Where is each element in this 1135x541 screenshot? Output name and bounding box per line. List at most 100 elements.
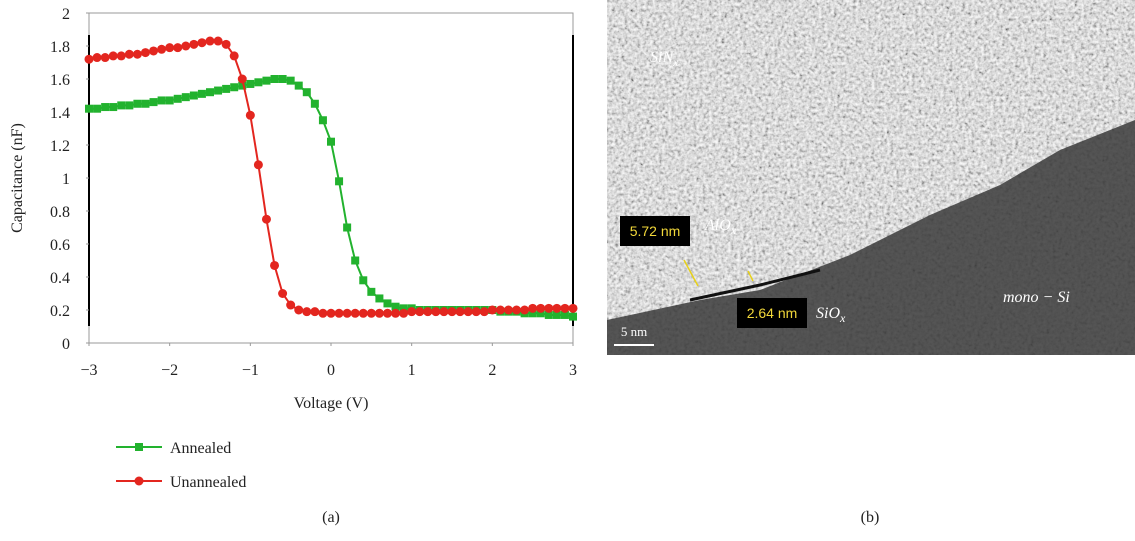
marker (149, 46, 158, 55)
marker (464, 307, 473, 316)
marker (456, 307, 465, 316)
marker (133, 100, 141, 108)
marker (295, 82, 303, 90)
marker (117, 101, 125, 109)
marker (279, 75, 287, 83)
marker (109, 51, 118, 60)
marker (472, 307, 481, 316)
plot-frame (89, 13, 573, 343)
measurement: 2.64 nm (747, 305, 798, 321)
marker (222, 85, 230, 93)
label-base: SiN (650, 49, 674, 66)
marker (271, 75, 279, 83)
scale-label: 5 nm (621, 324, 647, 339)
marker (359, 276, 367, 284)
y-tick-label: 1 (62, 171, 70, 188)
marker (544, 304, 553, 313)
marker (85, 105, 93, 113)
figure: 5.72 nm 2.64 nm SiNx AlOx SiOx mono − Si… (0, 0, 1135, 536)
y-tick-label: 0.2 (50, 303, 70, 320)
y-tick-label: 1.2 (50, 138, 70, 155)
marker (141, 100, 149, 108)
marker (302, 307, 311, 316)
marker (125, 50, 134, 59)
marker (287, 77, 295, 85)
marker (125, 101, 133, 109)
marker (496, 306, 505, 315)
caption: (b) (861, 509, 880, 526)
marker (135, 443, 143, 451)
marker (206, 37, 215, 46)
y-axis-label: Capacitance (nF) (9, 123, 26, 233)
marker (181, 42, 190, 51)
marker (294, 306, 303, 315)
marker (254, 160, 263, 169)
marker (488, 306, 497, 315)
page: 5.72 nm 2.64 nm SiNx AlOx SiOx mono − Si… (0, 0, 1135, 536)
marker (230, 51, 239, 60)
marker (318, 309, 327, 318)
marker (383, 309, 392, 318)
marker (303, 88, 311, 96)
marker (520, 306, 529, 315)
marker (182, 93, 190, 101)
marker (367, 288, 375, 296)
marker (367, 309, 376, 318)
y-tick-label: 1.8 (50, 39, 70, 56)
x-axis-label: Voltage (V) (294, 395, 369, 412)
marker (423, 307, 432, 316)
marker (351, 309, 360, 318)
marker (85, 55, 94, 64)
marker (343, 309, 352, 318)
y-tick-label: 1.4 (50, 105, 70, 122)
marker (399, 309, 408, 318)
x-tick-label: 0 (327, 362, 335, 379)
marker (214, 37, 223, 46)
marker (504, 306, 513, 315)
measurement: 5.72 nm (630, 223, 681, 239)
marker (375, 309, 384, 318)
marker (512, 306, 521, 315)
label-sub: x (839, 311, 846, 325)
marker (560, 304, 569, 313)
marker (190, 92, 198, 100)
marker (319, 116, 327, 124)
marker (117, 51, 126, 60)
series-line (89, 79, 573, 317)
marker (133, 50, 142, 59)
marker (109, 103, 117, 111)
label-sub: x (672, 55, 679, 69)
marker (480, 307, 489, 316)
marker (278, 289, 287, 298)
marker (166, 96, 174, 104)
marker (189, 40, 198, 49)
y-tick-label: 0.8 (50, 204, 70, 221)
x-tick-label: 2 (488, 362, 496, 379)
marker (448, 307, 457, 316)
x-tick-label: 1 (408, 362, 416, 379)
marker (214, 87, 222, 95)
marker (206, 88, 214, 96)
marker (383, 299, 391, 307)
marker (311, 100, 319, 108)
marker (569, 313, 577, 321)
y-tick-label: 0.6 (50, 237, 70, 254)
x-tick-label: 3 (569, 362, 577, 379)
marker (101, 103, 109, 111)
marker (528, 304, 537, 313)
marker (286, 301, 295, 310)
marker (262, 215, 271, 224)
marker (135, 477, 144, 486)
y-tick-label: 2 (62, 6, 70, 23)
marker (165, 43, 174, 52)
label-base: AlO (704, 217, 731, 234)
marker (359, 309, 368, 318)
y-tick-label: 0.4 (50, 270, 70, 287)
marker (230, 83, 238, 91)
marker (569, 304, 578, 313)
x-tick-label: −3 (80, 362, 97, 379)
marker (343, 224, 351, 232)
marker (391, 309, 400, 318)
marker (310, 307, 319, 316)
marker (246, 111, 255, 120)
